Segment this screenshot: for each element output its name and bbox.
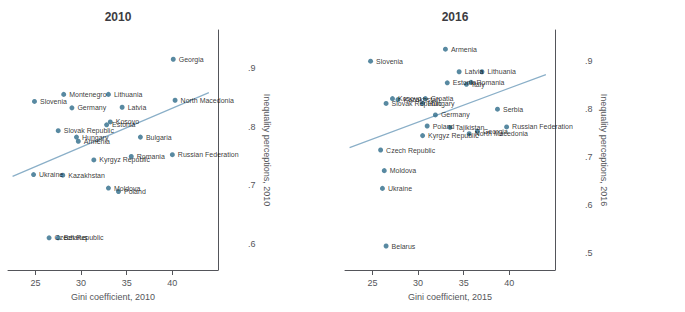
svg-text:Lithuania: Lithuania [114,91,143,98]
svg-text:.7: .7 [585,152,593,162]
svg-text:30: 30 [413,278,423,288]
svg-text:2010: 2010 [105,10,132,24]
svg-text:.5: .5 [585,248,593,258]
svg-text:Poland: Poland [124,188,146,195]
svg-text:2016: 2016 [442,10,469,24]
svg-text:Romania: Romania [137,153,165,160]
svg-text:.9: .9 [248,63,256,73]
svg-text:.6: .6 [248,239,256,249]
svg-text:Armenia: Armenia [84,138,110,145]
svg-text:40: 40 [167,278,177,288]
svg-text:.7: .7 [248,180,256,190]
svg-text:35: 35 [122,278,132,288]
svg-text:Gini coefficient, 2015: Gini coefficient, 2015 [408,292,492,302]
svg-text:25: 25 [367,278,377,288]
svg-text:.8: .8 [585,104,593,114]
svg-text:.8: .8 [248,122,256,132]
svg-text:Czech Republic: Czech Republic [386,147,436,155]
svg-text:Latvia: Latvia [465,68,484,75]
svg-text:Kyrgyz Republic: Kyrgyz Republic [428,132,479,140]
svg-text:Inequality perceptions, 2010: Inequality perceptions, 2010 [262,94,272,207]
svg-text:North Macedonia: North Macedonia [181,97,234,104]
svg-text:Poland: Poland [433,123,455,130]
svg-text:Czech Republic: Czech Republic [55,234,105,242]
svg-text:Germany: Germany [77,104,106,112]
svg-text:Slovenia: Slovenia [40,98,67,105]
svg-text:Gini coefficient, 2010: Gini coefficient, 2010 [71,292,155,302]
svg-text:Latvia: Latvia [128,104,147,111]
svg-text:Montenegro: Montenegro [69,91,106,99]
svg-text:North Macedonia: North Macedonia [475,130,528,137]
svg-text:35: 35 [459,278,469,288]
svg-text:Kazakhstan: Kazakhstan [68,172,105,179]
svg-text:Belarus: Belarus [392,243,416,250]
svg-text:Italy: Italy [472,81,485,89]
svg-text:Ukraine: Ukraine [39,171,63,178]
svg-text:Georgia: Georgia [179,56,204,64]
svg-text:Moldova: Moldova [390,167,417,174]
svg-text:Estonia: Estonia [112,121,135,128]
svg-text:25: 25 [30,278,40,288]
svg-text:30: 30 [76,278,86,288]
svg-text:Slovenia: Slovenia [376,58,403,65]
svg-text:Ukraine: Ukraine [388,185,412,192]
svg-text:Armenia: Armenia [451,46,477,53]
svg-text:.9: .9 [585,56,593,66]
svg-text:Hungary: Hungary [428,100,455,108]
svg-text:Lithuania: Lithuania [487,68,516,75]
svg-text:Russian Federation: Russian Federation [178,151,239,158]
svg-text:Germany: Germany [441,111,470,119]
svg-text:Belarus: Belarus [64,234,88,241]
svg-text:Serbia: Serbia [503,106,523,113]
svg-text:.6: .6 [585,200,593,210]
svg-text:Inequality perceptions, 2016: Inequality perceptions, 2016 [599,94,609,207]
svg-text:Bulgaria: Bulgaria [146,134,172,142]
svg-text:40: 40 [504,278,514,288]
